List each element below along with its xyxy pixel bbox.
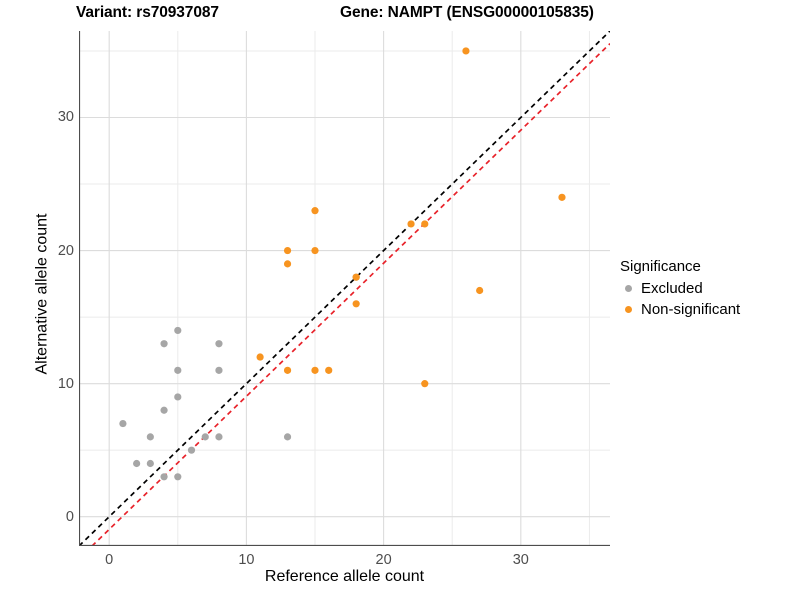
data-point[interactable]: [215, 433, 223, 441]
data-point[interactable]: [146, 459, 154, 468]
data-point[interactable]: [476, 286, 484, 295]
legend-item[interactable]: Excluded: [620, 278, 795, 299]
legend-key-icon: [620, 280, 637, 297]
legend-item[interactable]: Non-significant: [620, 299, 795, 320]
data-point[interactable]: [174, 473, 182, 481]
x-tick-label: 20: [375, 552, 392, 568]
x-tick-label: 30: [512, 552, 529, 568]
x-tick-label: 0: [105, 552, 114, 568]
scatter-plot-svg: [79, 31, 610, 546]
y-axis-title: Alternative allele count: [33, 213, 51, 375]
data-point[interactable]: [311, 207, 319, 215]
chart-title-row: Variant: rs70937087 Gene: NAMPT (ENSG000…: [0, 4, 800, 28]
legend-item-label: Non-significant: [641, 301, 741, 318]
data-point[interactable]: [311, 366, 319, 374]
data-point[interactable]: [283, 433, 292, 441]
x-axis-title: Reference allele count: [264, 568, 425, 585]
data-point[interactable]: [325, 366, 333, 374]
data-point[interactable]: [215, 366, 223, 374]
fitted-ratio-line: [90, 43, 610, 546]
data-point[interactable]: [119, 419, 127, 428]
data-point[interactable]: [407, 220, 415, 228]
data-point[interactable]: [283, 246, 292, 255]
data-point[interactable]: [215, 340, 223, 348]
data-point[interactable]: [201, 433, 209, 441]
data-point[interactable]: [352, 273, 360, 281]
legend: Significance Excluded Non-significant: [620, 258, 795, 320]
data-point[interactable]: [558, 193, 566, 201]
data-point[interactable]: [174, 326, 182, 335]
legend-dot-icon: [625, 285, 632, 292]
gene-title: Gene: NAMPT (ENSG00000105835): [340, 4, 594, 21]
legend-item-label: Excluded: [641, 280, 703, 297]
y-tick-label: 10: [57, 375, 74, 392]
variant-title: Variant: rs70937087: [76, 4, 219, 21]
y-tick-label: 30: [57, 109, 74, 126]
data-point[interactable]: [174, 366, 182, 374]
legend-items: Excluded Non-significant: [620, 278, 795, 320]
plot-panel: [79, 31, 610, 546]
data-point[interactable]: [421, 380, 429, 388]
series-non-significant: [256, 47, 566, 388]
data-point[interactable]: [421, 220, 429, 228]
data-point[interactable]: [160, 340, 168, 348]
y-tick-label: 0: [65, 508, 74, 525]
legend-dot-icon: [625, 306, 632, 313]
data-point[interactable]: [146, 433, 154, 441]
legend-title: Significance: [620, 258, 701, 275]
data-point[interactable]: [283, 366, 292, 374]
data-point[interactable]: [311, 246, 319, 255]
series-excluded: [119, 273, 360, 481]
legend-key-icon: [620, 301, 637, 318]
data-point[interactable]: [160, 406, 168, 414]
data-point[interactable]: [283, 260, 292, 268]
data-point[interactable]: [352, 300, 360, 308]
data-point[interactable]: [133, 459, 141, 468]
minor-gridlines: [79, 31, 610, 546]
x-tick-label: 10: [238, 552, 255, 568]
data-point[interactable]: [160, 473, 168, 481]
data-point[interactable]: [187, 446, 196, 454]
data-point[interactable]: [256, 353, 264, 361]
data-point[interactable]: [462, 47, 470, 55]
identity-line: [79, 31, 610, 546]
y-tick-label: 20: [57, 242, 74, 259]
data-point[interactable]: [174, 393, 182, 401]
